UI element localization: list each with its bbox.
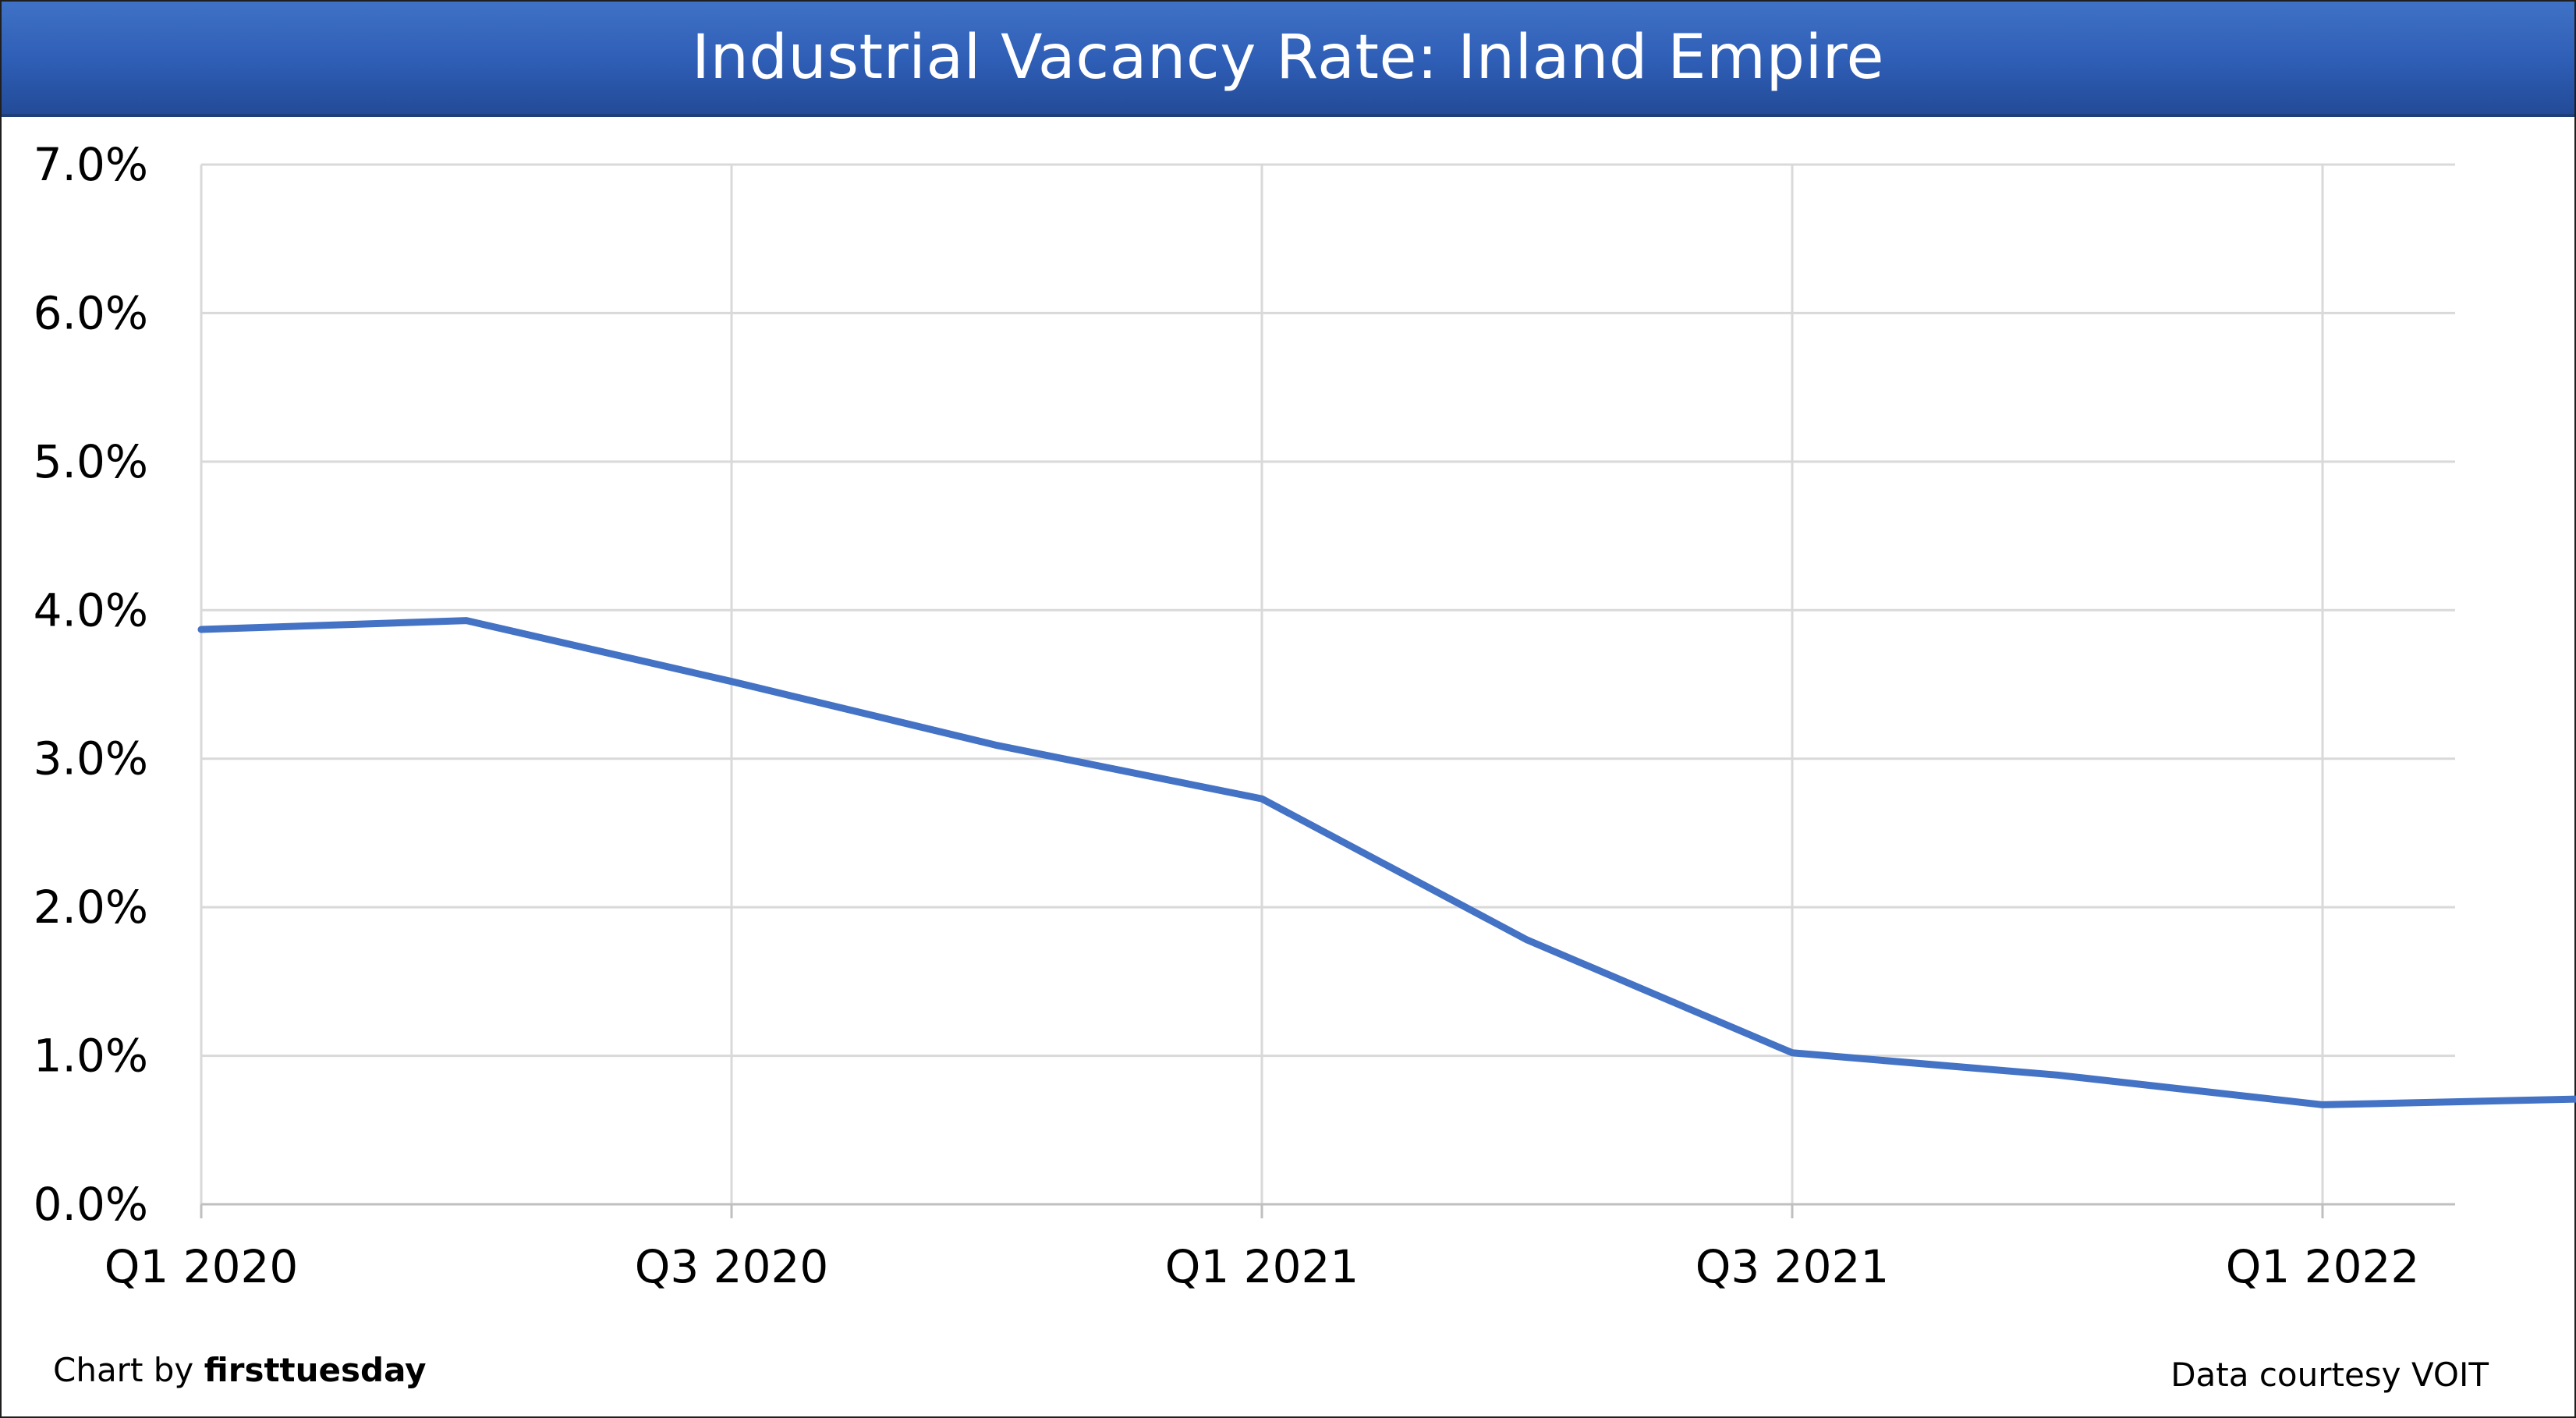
tick-labels: 0.0% 1.0% 2.0% 3.0% 4.0% 5.0% 6.0% 7.0% Q1 2020 Q… xyxy=(34,138,2420,1293)
x-tick-label: Q1 2022 xyxy=(2226,1240,2420,1293)
series-line xyxy=(197,617,2576,1108)
title-bar: Industrial Vacancy Rate: Inland Empire xyxy=(2,2,2574,117)
y-tick-label: 7.0% xyxy=(34,138,148,191)
y-tick-label: 0.0% xyxy=(34,1178,148,1231)
x-tick-label: Q1 2021 xyxy=(1165,1240,1359,1293)
chart-credit: Chart by firsttuesday xyxy=(53,1351,427,1389)
credit-prefix: Chart by xyxy=(53,1351,204,1389)
credit-brand: firsttuesday xyxy=(204,1351,427,1389)
y-tick-label: 2.0% xyxy=(34,881,148,934)
series-layer xyxy=(197,617,2576,1108)
y-tick-label: 6.0% xyxy=(34,286,148,339)
axis-layer xyxy=(200,165,2455,1218)
chart-title: Industrial Vacancy Rate: Inland Empire xyxy=(691,23,1885,93)
x-tick-label: Q1 2020 xyxy=(105,1240,299,1293)
y-tick-label: 1.0% xyxy=(34,1030,148,1083)
data-source-credit: Data courtesy VOIT xyxy=(2170,1356,2489,1394)
y-tick-label: 3.0% xyxy=(34,732,148,785)
y-tick-label: 4.0% xyxy=(34,583,148,636)
grid-layer xyxy=(201,163,2455,1204)
y-tick-label: 5.0% xyxy=(34,435,148,488)
x-tick-label: Q3 2020 xyxy=(635,1240,829,1293)
x-tick-label: Q3 2021 xyxy=(1695,1240,1890,1293)
